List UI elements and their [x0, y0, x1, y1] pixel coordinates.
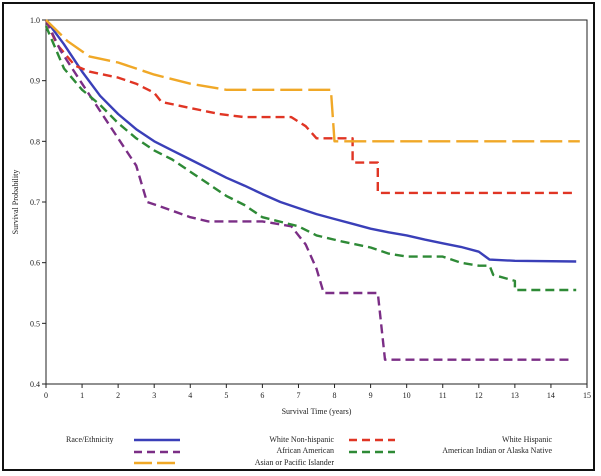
- series-line-white-non-hispanic: [45, 19, 577, 263]
- x-axis-title: Survival Time (years): [282, 407, 352, 416]
- y-tick-label: 0.6: [30, 259, 40, 268]
- legend-label: Asian or Pacific Islander: [255, 458, 335, 467]
- y-axis-title: Survival Probability: [11, 170, 20, 235]
- legend-label: American Indian or Alaska Native: [442, 446, 552, 455]
- x-tick-label: 1: [80, 391, 84, 400]
- legend-label: White Hispanic: [502, 435, 552, 444]
- y-tick-label: 0.9: [30, 77, 40, 86]
- legend-title: Race/Ethnicity: [66, 435, 114, 444]
- chart-frame: 0 1 2 3 4 5 6 7 8 9 10 11 12 13 14 15 0.4 0.5 0.6 0.7 0.8 0.9…: [2, 2, 595, 471]
- x-tick-label: 10: [403, 391, 411, 400]
- y-tick-label: 0.5: [30, 319, 40, 328]
- y-tick-label: 1.0: [30, 16, 40, 25]
- legend-label: White Non-hispanic: [269, 435, 334, 444]
- legend-label: African American: [276, 446, 334, 455]
- y-tick-label: 0.7: [30, 198, 40, 207]
- x-tick-label: 11: [439, 391, 447, 400]
- series-line-asian-or-pacific-islander: [45, 19, 580, 143]
- x-tick-label: 6: [260, 391, 264, 400]
- y-tick-label: 0.8: [30, 137, 40, 146]
- x-tick-label: 2: [116, 391, 120, 400]
- x-tick-label: 8: [333, 391, 337, 400]
- survival-chart: 0 1 2 3 4 5 6 7 8 9 10 11 12 13 14 150.40.50.60.70.80.9…: [11, 16, 591, 467]
- x-tick-label: 12: [475, 391, 483, 400]
- x-tick-label: 14: [547, 391, 555, 400]
- series-line-african-american: [44, 19, 569, 361]
- x-tick-label: 13: [511, 391, 519, 400]
- x-tick-label: 7: [296, 391, 300, 400]
- x-tick-label: 9: [369, 391, 373, 400]
- x-tick-label: 4: [188, 391, 192, 400]
- x-tick-label: 0: [44, 391, 48, 400]
- series-line-white-hispanic: [44, 19, 577, 195]
- x-tick-label: 5: [224, 391, 228, 400]
- x-tick-label: 15: [583, 391, 591, 400]
- plot-area: [45, 19, 588, 385]
- series-line-american-indian-or-alaska-native: [44, 25, 577, 292]
- x-tick-label: 3: [152, 391, 156, 400]
- y-tick-label: 0.4: [30, 380, 40, 389]
